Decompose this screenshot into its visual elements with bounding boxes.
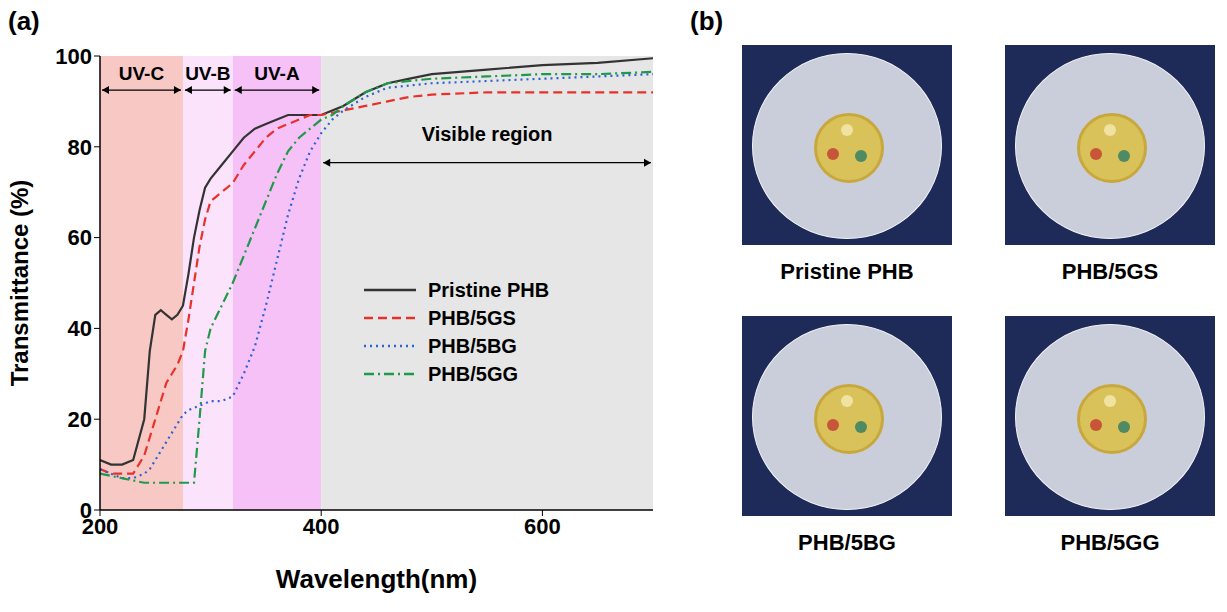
html-text:PHB/5GS: PHB/5GS [428, 306, 516, 329]
svg-text:200: 200 [81, 513, 119, 539]
svg-text:UV-A: UV-A [254, 63, 300, 84]
svg-text:Transmittance (%): Transmittance (%) [6, 180, 33, 387]
svg-text:UV-C: UV-C [119, 63, 165, 84]
svg-text:600: 600 [524, 514, 561, 539]
html-text:PHB/5BG: PHB/5BG [798, 530, 896, 555]
svg-text:400: 400 [303, 514, 340, 539]
svg-text:40: 40 [68, 316, 92, 341]
html-text:PHB/5GS: PHB/5GS [1061, 259, 1159, 284]
html-text:PHB/5BG: PHB/5BG [428, 334, 517, 357]
html-text:PHB/5GG: PHB/5GG [428, 362, 518, 385]
svg-text:60: 60 [68, 225, 92, 250]
html-text:Pristine PHB: Pristine PHB [428, 278, 550, 301]
svg-text:UV-B: UV-B [185, 63, 230, 84]
html-text:(a): (a) [8, 6, 40, 36]
svg-text:80: 80 [68, 135, 92, 160]
svg-text:Visible region: Visible region [422, 123, 553, 145]
svg-text:Wavelength(nm): Wavelength(nm) [276, 564, 477, 594]
html-text:PHB/5GG: PHB/5GG [1060, 530, 1160, 555]
html-text:(b): (b) [690, 6, 724, 36]
html-text:Pristine PHB: Pristine PHB [780, 259, 914, 284]
svg-text:100: 100 [55, 44, 92, 69]
svg-text:20: 20 [68, 407, 92, 432]
svg-text:0: 0 [80, 498, 92, 523]
